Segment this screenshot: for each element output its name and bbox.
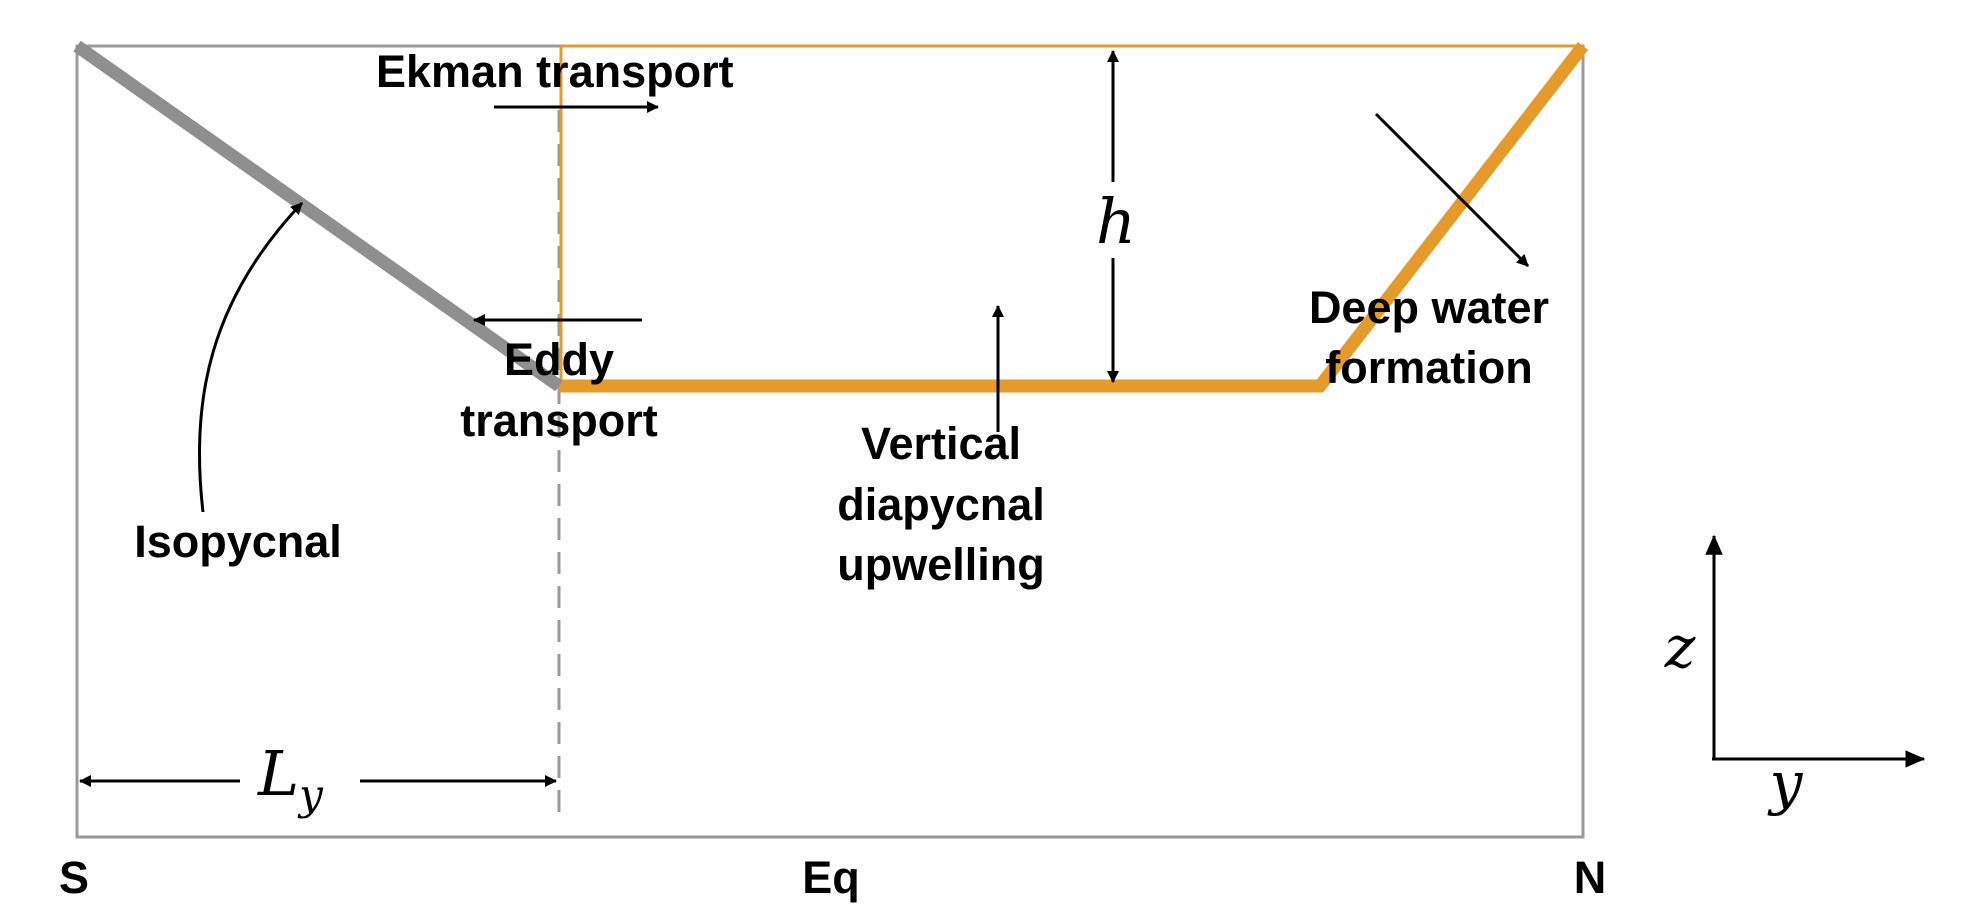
domain-box xyxy=(75,44,1585,839)
isopycnal-line xyxy=(73,40,563,392)
eddy-transport-label-line2: transport xyxy=(460,395,658,446)
isopycnal-pointer-arrow xyxy=(197,201,304,513)
deep-water-label-line2: formation xyxy=(1325,342,1533,393)
deep-water-label-line1: Deep water xyxy=(1309,282,1549,333)
y-axis-label: y xyxy=(1767,749,1804,817)
upwelling-label-line1: Vertical xyxy=(861,418,1021,469)
north-label: N xyxy=(1574,852,1607,903)
h-label: h xyxy=(1096,185,1136,258)
upwelling-label-line2: diapycnal xyxy=(837,479,1045,530)
upwelling-label-line3: upwelling xyxy=(837,539,1045,590)
ly-label: Ly xyxy=(257,737,324,819)
thermocline-line xyxy=(559,42,1589,393)
isopycnal-label: Isopycnal xyxy=(134,516,342,567)
deep-water-arrow xyxy=(1374,112,1530,268)
ekman-transport-label: Ekman transport xyxy=(376,46,734,97)
south-label: S xyxy=(59,852,89,903)
equator-label: Eq xyxy=(802,852,860,903)
eddy-transport-label-line1: Eddy xyxy=(504,334,614,385)
z-axis-label: z xyxy=(1664,613,1696,681)
